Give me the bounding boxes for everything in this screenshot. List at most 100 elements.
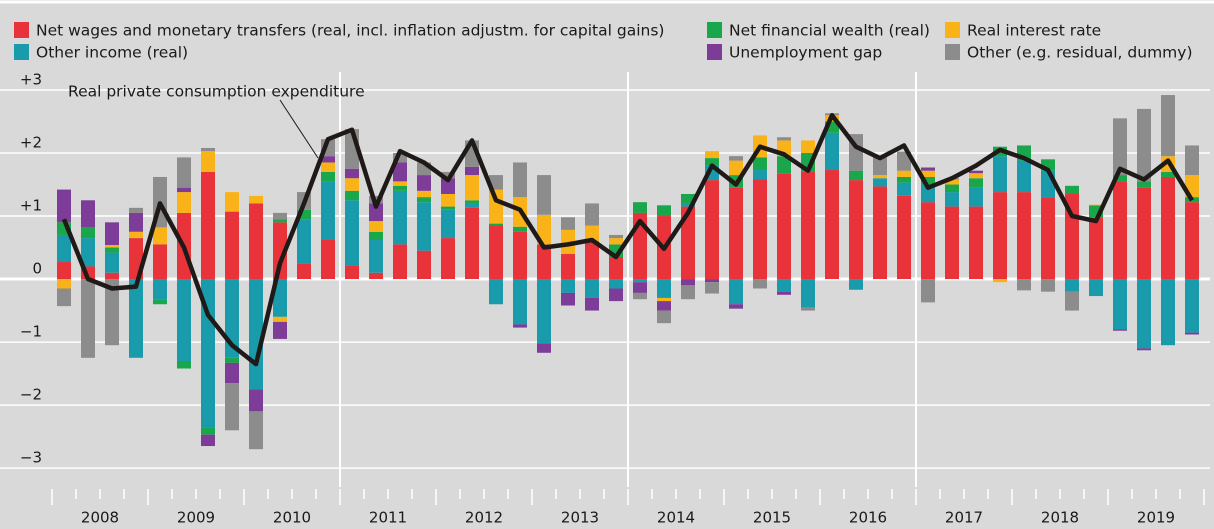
bar-segment xyxy=(1089,204,1103,206)
bar-segment xyxy=(537,343,551,353)
bar-segment xyxy=(705,282,719,294)
bar-segment xyxy=(681,206,695,280)
bar-segment xyxy=(513,324,527,328)
legend-label: Unemployment gap xyxy=(729,44,882,62)
bar-segment xyxy=(369,221,383,232)
bar-segment xyxy=(393,153,407,163)
bar-segment xyxy=(657,297,671,302)
y-tick-label: +2 xyxy=(20,134,42,152)
bar-segment xyxy=(1137,279,1151,349)
bar-segment xyxy=(993,279,1007,283)
bar-segment xyxy=(513,279,527,325)
bar-segment xyxy=(177,157,191,188)
bar-segment xyxy=(201,171,215,280)
bar-segment xyxy=(729,187,743,280)
x-tick-label: 2009 xyxy=(177,509,215,527)
bar-segment xyxy=(105,252,119,273)
bar-segment xyxy=(393,244,407,280)
legend-label: Net financial wealth (real) xyxy=(729,22,930,40)
bar-segment xyxy=(969,206,983,280)
bar-segment xyxy=(801,279,815,308)
bar-segment xyxy=(417,250,431,280)
bar-segment xyxy=(441,238,455,280)
bar-segment xyxy=(897,176,911,183)
x-tick-label: 2018 xyxy=(1041,509,1079,527)
bar-segment xyxy=(441,206,455,210)
bar-segment xyxy=(753,279,767,289)
bar-segment xyxy=(321,162,335,172)
bar-segment xyxy=(993,156,1007,193)
bar-segment xyxy=(177,360,191,369)
bar-segment xyxy=(57,234,71,263)
bar-segment xyxy=(465,175,479,201)
bar-segment xyxy=(321,171,335,182)
x-tick-label: 2012 xyxy=(465,509,503,527)
bar-segment xyxy=(561,217,575,230)
bar-segment xyxy=(489,223,503,226)
bar-segment xyxy=(297,219,311,264)
bar-segment xyxy=(609,238,623,245)
x-tick-label: 2019 xyxy=(1137,509,1175,527)
bar-segment xyxy=(273,321,287,339)
bar-segment xyxy=(393,185,407,191)
bar-segment xyxy=(81,227,95,239)
bar-segment xyxy=(417,197,431,203)
x-tick-label: 2008 xyxy=(81,509,119,527)
bar-segment xyxy=(945,179,959,185)
bar-segment xyxy=(729,156,743,161)
bar-segment xyxy=(225,192,239,212)
bar-segment xyxy=(1041,159,1055,171)
y-tick-label: −2 xyxy=(20,386,42,404)
bar-segment xyxy=(1041,197,1055,280)
bar-segment xyxy=(249,203,263,280)
consumption-line xyxy=(61,112,1194,367)
bar-segment xyxy=(921,184,935,203)
bar-segment xyxy=(1137,181,1151,188)
bar-segment xyxy=(489,225,503,280)
bar-segment xyxy=(705,279,719,283)
bar-segment xyxy=(657,205,671,217)
bar-segment xyxy=(873,186,887,280)
bar-segment xyxy=(225,357,239,363)
x-tick-label: 2011 xyxy=(369,509,407,527)
bar-segment xyxy=(1065,185,1079,194)
bar-segment xyxy=(297,263,311,280)
bar-segment xyxy=(489,189,503,224)
y-tick-label: −3 xyxy=(20,449,42,467)
bar-segment xyxy=(81,238,95,267)
legend-label: Real interest rate xyxy=(967,22,1101,40)
bar-segment xyxy=(201,434,215,447)
bar-segment xyxy=(585,241,599,280)
bar-segment xyxy=(369,272,383,280)
bar-segment xyxy=(993,192,1007,280)
bar-segment xyxy=(345,178,359,191)
bar-segment xyxy=(537,279,551,344)
bar-segment xyxy=(825,170,839,280)
bar-segment xyxy=(177,279,191,361)
bar-segment xyxy=(921,167,935,171)
bar-segment xyxy=(681,193,695,204)
bar-segment xyxy=(609,279,623,289)
bar-segment xyxy=(273,222,287,280)
bar-segment xyxy=(849,180,863,280)
bar-segment xyxy=(705,151,719,159)
bar-segment xyxy=(201,427,215,435)
bar-segment xyxy=(633,202,647,213)
bar-segment xyxy=(345,265,359,280)
x-tick-label: 2015 xyxy=(753,509,791,527)
bar-segment xyxy=(105,247,119,253)
bar-segment xyxy=(393,181,407,186)
bar-segment xyxy=(681,279,695,286)
bar-segment xyxy=(729,279,743,305)
bar-segment xyxy=(225,211,239,280)
bar-segment xyxy=(273,219,287,223)
bar-segment xyxy=(441,178,455,194)
bar-segment xyxy=(777,279,791,292)
x-tick-label: 2017 xyxy=(945,509,983,527)
bar-segment xyxy=(777,291,791,295)
x-tick-label: 2010 xyxy=(273,509,311,527)
bar-segment xyxy=(105,222,119,246)
bar-segment xyxy=(705,158,719,166)
bar-segment xyxy=(681,285,695,300)
bar-segment xyxy=(1161,279,1175,346)
